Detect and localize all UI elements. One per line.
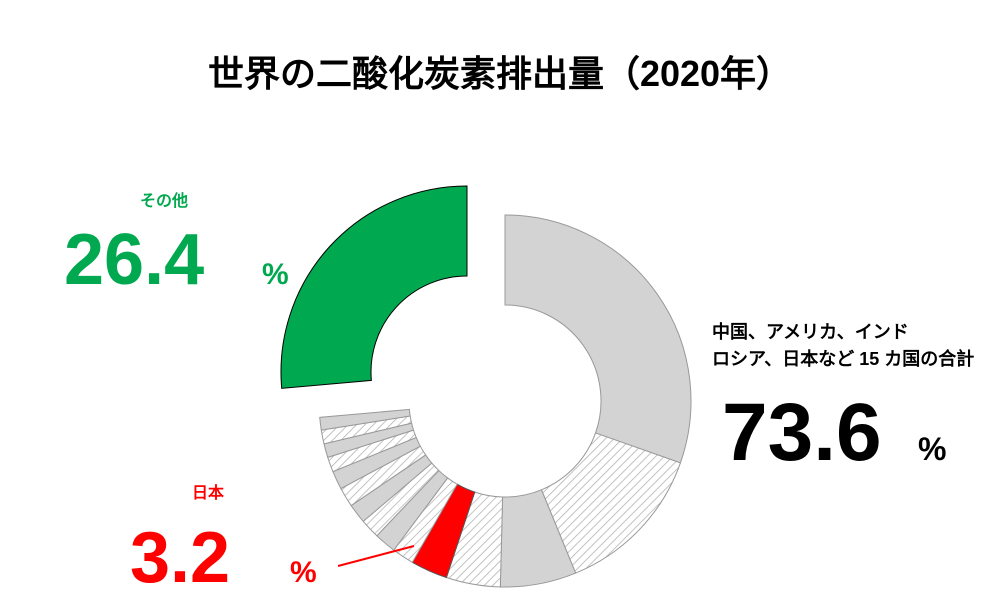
slice: [280, 185, 468, 389]
donut: [280, 185, 692, 588]
unit-label: %: [918, 431, 946, 467]
unit-label: %: [290, 556, 317, 589]
unit-label: %: [262, 258, 289, 291]
leader-line: [337, 545, 415, 567]
category-label: その他: [140, 191, 188, 210]
annotation-value: 73.6: [722, 387, 882, 478]
value-label: 26.4: [64, 220, 204, 300]
annotation-text: ロシア、日本など 15 カ国の合計: [712, 348, 974, 369]
slice: [319, 408, 411, 431]
category-label: 日本: [192, 483, 224, 502]
slice: [504, 214, 692, 464]
value-label: 3.2: [130, 518, 230, 598]
chart-title: 世界の二酸化炭素排出量（2020年）: [208, 53, 792, 94]
annotation-text: 中国、アメリカ、インド: [712, 321, 909, 342]
